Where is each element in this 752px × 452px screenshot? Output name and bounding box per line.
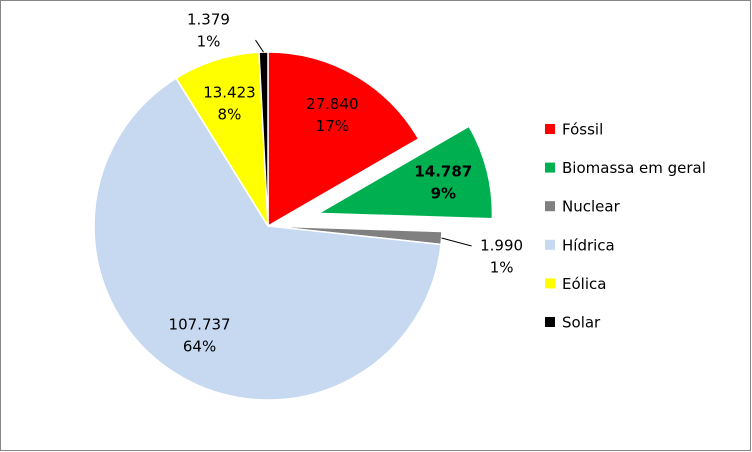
legend-label: Nuclear [562,198,621,216]
legend-swatch [545,201,555,212]
value-label: 107.737 [169,316,231,334]
leader-line [441,237,472,247]
pie-slice [315,125,494,220]
value-label: 13.423 [203,84,256,102]
legend-swatch [545,124,555,134]
legend-swatch [545,162,555,173]
percent-label: 1% [197,33,221,51]
legend-label: Fóssil [562,121,603,139]
percent-label: 17% [316,117,349,135]
percent-label: 64% [183,338,216,356]
pie-slice [258,51,269,227]
value-label: 27.840 [306,95,359,113]
pie-slice [93,77,442,401]
value-label: 14.787 [414,162,472,180]
percent-label: 8% [218,106,242,124]
legend-swatch [545,317,555,327]
percent-label: 1% [490,258,514,276]
leader-line [255,39,264,53]
value-label: 1.990 [480,236,523,254]
legend-label: Hídrica [562,236,615,254]
legend-swatch [545,239,555,250]
legend-label: Eólica [562,275,606,293]
value-label: 1.379 [187,11,230,29]
legend-swatch [545,278,555,289]
legend-label: Solar [562,314,601,332]
percent-label: 9% [431,184,456,202]
pie-slice [267,51,420,228]
legend-label: Biomassa em geral [562,159,706,177]
